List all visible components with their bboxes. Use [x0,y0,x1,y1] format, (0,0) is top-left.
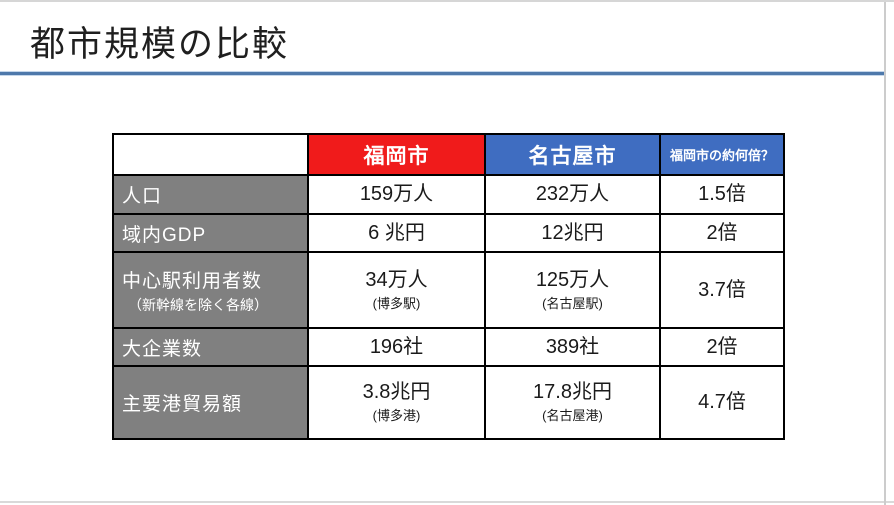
cell-gdp-nagoya: 12兆円 [484,213,661,253]
cell-note: (名古屋駅) [542,295,603,311]
column-header-nagoya: 名古屋市 [484,133,661,176]
cell-value: 34万人 [365,268,428,291]
row-label-sub: （新幹線を除く各線） [128,296,268,313]
cell-companies-nagoya: 389社 [484,327,661,367]
slide-right-edge [884,2,886,505]
comparison-table: 福岡市 名古屋市 福岡市の約何倍？ 人口 159万人 232万人 1.5倍 域内… [112,133,785,440]
cell-note: (博多港) [372,408,421,424]
row-label-port-trade: 主要港貿易額 [112,365,309,440]
comparison-table-container: 福岡市 名古屋市 福岡市の約何倍？ 人口 159万人 232万人 1.5倍 域内… [112,133,785,440]
header-row: 福岡市 名古屋市 福岡市の約何倍？ [112,133,785,176]
cell-value: 3.8兆円 [362,381,431,404]
cell-station-nagoya: 125万人 (名古屋駅) [484,251,661,329]
cell-companies-ratio: 2倍 [659,327,785,367]
row-label-large-companies: 大企業数 [112,327,309,367]
row-label-gdp: 域内GDP [112,213,309,253]
cell-population-nagoya: 232万人 [484,174,661,215]
cell-station-ratio: 3.7倍 [659,251,785,329]
cell-station-fukuoka: 34万人 (博多駅) [307,251,486,329]
cell-population-ratio: 1.5倍 [659,174,785,215]
column-header-fukuoka: 福岡市 [307,133,486,176]
corner-cell [112,133,309,176]
row-label-population: 人口 [112,174,309,215]
table-row-port-trade: 主要港貿易額 3.8兆円 (博多港) 17.8兆円 (名古屋港) 4.7倍 [112,365,785,440]
cell-value: 125万人 [535,268,610,291]
cell-note: (名古屋港) [542,408,603,424]
column-header-ratio: 福岡市の約何倍？ [659,133,785,176]
cell-port-fukuoka: 3.8兆円 (博多港) [307,365,486,440]
table-row-large-companies: 大企業数 196社 389社 2倍 [112,327,785,367]
cell-value: 17.8兆円 [533,381,612,404]
table-row-population: 人口 159万人 232万人 1.5倍 [112,174,785,215]
cell-note: (博多駅) [372,295,421,311]
cell-gdp-fukuoka: 6 兆円 [307,213,486,253]
table-row-gdp: 域内GDP 6 兆円 12兆円 2倍 [112,213,785,253]
table-row-station-users: 中心駅利用者数 （新幹線を除く各線） 34万人 (博多駅) 125万人 (名古屋… [112,251,785,329]
cell-gdp-ratio: 2倍 [659,213,785,253]
cell-companies-fukuoka: 196社 [307,327,486,367]
cell-population-fukuoka: 159万人 [307,174,486,215]
title-underline [0,72,885,75]
page-title: 都市規模の比較 [30,25,290,64]
cell-port-ratio: 4.7倍 [659,365,785,440]
row-label-main: 中心駅利用者数 [122,270,263,292]
cell-port-nagoya: 17.8兆円 (名古屋港) [484,365,661,440]
row-label-station-users: 中心駅利用者数 （新幹線を除く各線） [112,251,309,329]
